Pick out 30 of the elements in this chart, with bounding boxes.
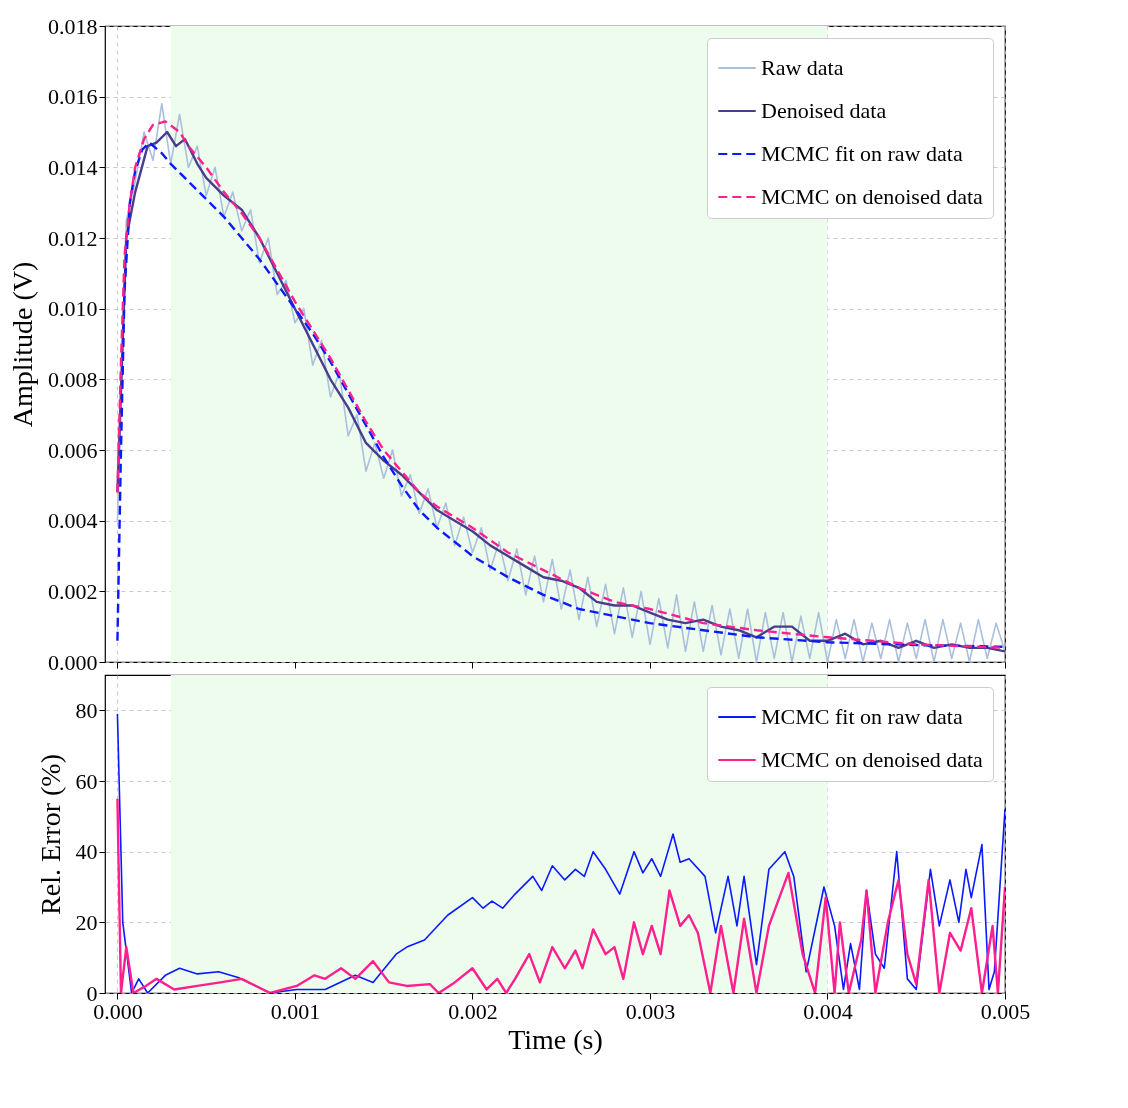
y-tick-label: 0 [86,980,98,1006]
y-tick-label: 0.000 [48,649,98,675]
legend-label: MCMC on denoised data [761,184,984,209]
y-tick-label: 0.012 [48,225,98,251]
legend-label: MCMC fit on raw data [761,704,963,729]
x-axis-title: Time (s) [508,1023,603,1055]
x-tick-label: 0.001 [270,998,321,1024]
legend-label: Denoised data [761,98,887,123]
y-tick-label: 40 [75,839,98,865]
y-tick-label: 0.008 [48,366,98,392]
y-tick-label: 20 [75,909,98,935]
y-tick-label: 0.010 [48,296,98,322]
legend-label: MCMC on denoised data [761,747,984,772]
y-tick-label: 0.006 [48,437,98,463]
y-tick-label: 0.018 [48,13,98,39]
x-tick-label: 0.002 [448,998,498,1024]
x-tick-label: 0.004 [803,998,853,1024]
y-axis-title: Rel. Error (%) [34,754,66,915]
y-tick-label: 0.014 [48,154,98,180]
y-tick-label: 0.016 [48,84,98,110]
line-series [116,797,1005,993]
y-tick-label: 80 [75,697,98,723]
legend-label: Raw data [761,55,844,80]
y-tick-label: 0.004 [48,508,98,534]
y-axis-title: Amplitude (V) [7,261,38,428]
x-tick-label: 0.003 [625,998,676,1024]
legend-label: MCMC fit on raw data [761,141,963,166]
y-tick-label: 60 [75,768,98,794]
x-tick-label: 0.005 [980,998,1031,1024]
y-tick-label: 0.002 [48,578,98,604]
